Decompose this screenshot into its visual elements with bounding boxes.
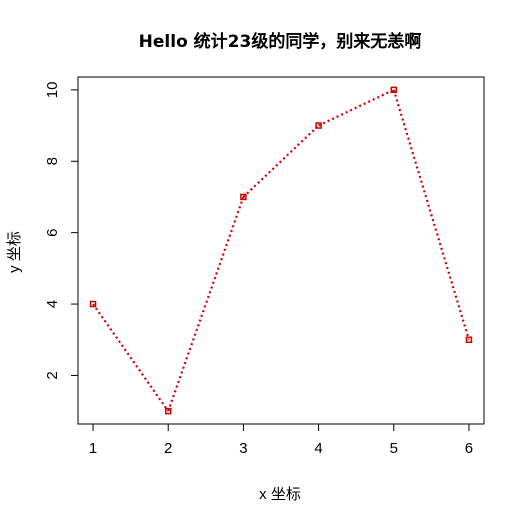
y-tick-label: 8 bbox=[44, 157, 61, 165]
x-tick-label: 1 bbox=[89, 440, 97, 457]
y-tick-label: 6 bbox=[44, 228, 61, 236]
x-tick-label: 6 bbox=[465, 440, 473, 457]
series-line-segment bbox=[92, 303, 170, 412]
plot-frame bbox=[77, 76, 485, 425]
y-tick-label: 10 bbox=[44, 82, 61, 99]
data-point-marker bbox=[390, 86, 398, 94]
x-tick-label: 4 bbox=[314, 440, 322, 457]
data-point-marker bbox=[240, 193, 247, 201]
series-line-segment bbox=[318, 88, 395, 127]
x-tick-label: 5 bbox=[390, 440, 398, 457]
y-axis-label: y 坐标 bbox=[6, 231, 23, 273]
y-tick-label: 2 bbox=[44, 371, 61, 379]
series-line-segment bbox=[167, 196, 245, 412]
x-tick-label: 2 bbox=[164, 440, 172, 457]
plot-area: 1 2 3 4 5 6 2 4 6 8 10 bbox=[44, 76, 485, 457]
data-point-marker bbox=[164, 407, 172, 415]
y-tick-label: 4 bbox=[44, 300, 61, 308]
data-point-marker bbox=[465, 336, 473, 343]
series-line-segment bbox=[242, 124, 320, 198]
x-axis-label: x 坐标 bbox=[259, 486, 301, 503]
series-line-segment bbox=[392, 89, 471, 341]
chart-title: Hello 统计23级的同学，别来无恙啊 bbox=[139, 31, 422, 52]
data-point-marker bbox=[89, 300, 97, 308]
data-point-marker bbox=[315, 122, 322, 129]
x-tick-label: 3 bbox=[239, 440, 247, 457]
